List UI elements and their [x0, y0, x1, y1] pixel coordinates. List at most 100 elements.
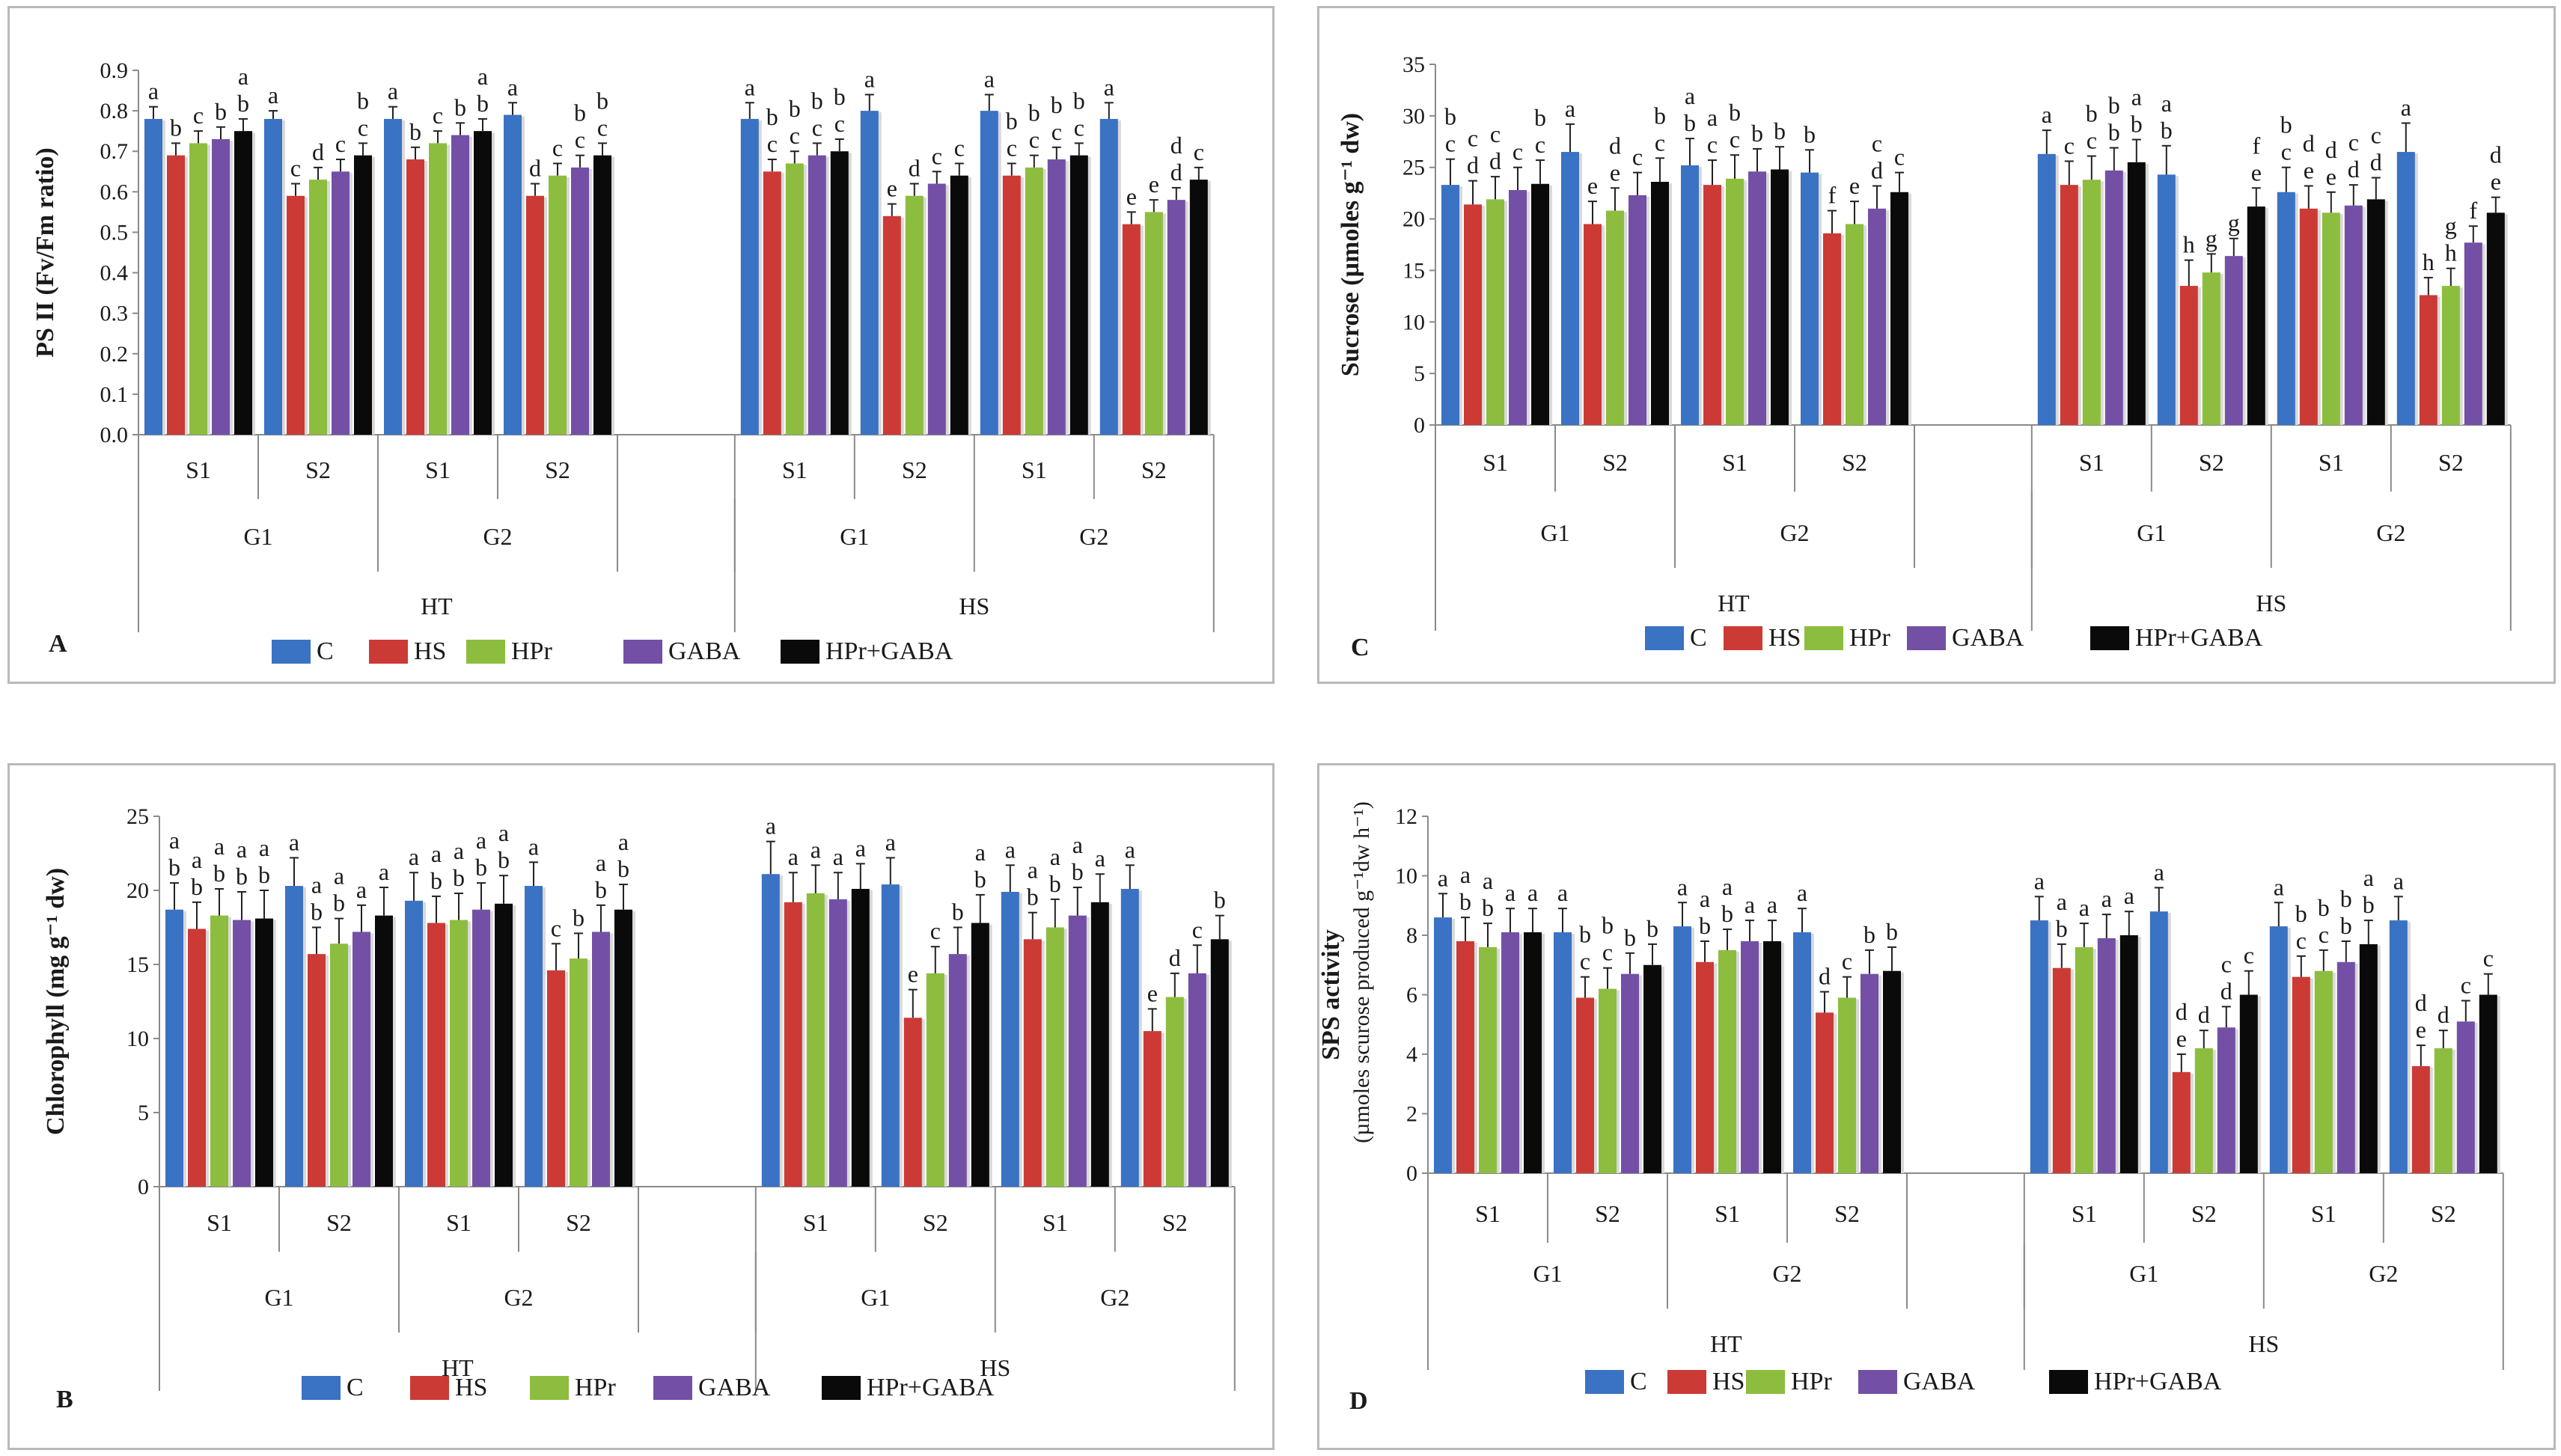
bar-hpr: [450, 920, 468, 1187]
legend-label: HPr+GABA: [867, 1374, 995, 1401]
genotype-label: G2: [1079, 523, 1108, 550]
significance-letter: b: [215, 98, 227, 125]
genotype-label: G2: [504, 1284, 533, 1311]
bar-gaba: [2097, 937, 2116, 1173]
significance-letter: c: [790, 122, 800, 149]
significance-letter: c: [1490, 120, 1501, 147]
significance-letter: b: [1721, 900, 1733, 927]
significance-letter: c: [932, 142, 942, 169]
significance-letter: b: [236, 863, 248, 890]
bar-c: [1001, 891, 1019, 1187]
significance-letter: a: [2393, 867, 2404, 894]
significance-letter: b: [168, 854, 180, 881]
significance-letter: d: [312, 138, 324, 165]
significance-letter: a: [2401, 94, 2411, 120]
panel-letter: A: [49, 630, 67, 658]
significance-letter: a: [1722, 873, 1733, 900]
significance-letter: c: [1513, 138, 1523, 165]
significance-letter: a: [833, 843, 843, 870]
panel-b: 0 5 10 15 20 25 Chlorophyll (mg g⁻¹ dw) b a b a b a b…: [7, 763, 1275, 1450]
significance-letter: c: [2064, 132, 2075, 159]
significance-letter: e: [1147, 979, 1158, 1006]
significance-letter: a: [788, 843, 799, 870]
significance-letter: a: [379, 858, 389, 885]
significance-letter: a: [1050, 843, 1060, 870]
y-tick-label: 10: [126, 1027, 149, 1051]
significance-letter: b: [2280, 111, 2292, 138]
significance-letter: a: [268, 82, 278, 108]
significance-letter: a: [1745, 891, 1755, 918]
significance-letter: c: [2296, 927, 2307, 954]
bar-hs: [547, 970, 565, 1187]
stage-label: S2: [545, 456, 570, 483]
significance-letter: c: [2319, 921, 2329, 948]
y-tick-label: 0: [1414, 413, 1425, 438]
legend-swatch: [1724, 626, 1762, 650]
significance-letter: d: [2325, 136, 2337, 163]
bar-gaba: [1501, 932, 1519, 1173]
significance-letter: b: [1072, 858, 1084, 885]
bar-gaba: [1188, 973, 1206, 1187]
bar-gaba: [808, 155, 826, 435]
y-tick-label: 20: [1402, 207, 1425, 232]
bar-hpr: [2194, 1048, 2213, 1173]
bar-gaba: [2217, 1027, 2235, 1173]
treatment-label: HT: [421, 593, 453, 620]
bar-hs: [882, 215, 901, 435]
significance-letter: e: [1610, 159, 1620, 186]
significance-letter: b: [1051, 91, 1063, 118]
bar-hs: [763, 171, 781, 435]
significance-letter: a: [984, 65, 995, 92]
significance-letter: d: [2438, 1001, 2449, 1028]
significance-letter: c: [335, 130, 346, 157]
bar-hs: [2299, 208, 2318, 425]
significance-letter: c: [433, 102, 443, 129]
significance-letter: c: [290, 155, 301, 182]
bar-gaba: [1047, 159, 1066, 435]
significance-letter: a: [259, 834, 269, 861]
significance-letter: c: [2371, 121, 2381, 148]
significance-letter: c: [597, 114, 608, 141]
significance-letter: a: [2161, 90, 2172, 117]
significance-letter: b: [595, 876, 607, 903]
bar-hpr-gaba: [2359, 943, 2378, 1173]
legend-swatch: [2090, 626, 2129, 650]
stage-label: S1: [425, 456, 451, 483]
legend-swatch: [410, 1376, 449, 1400]
significance-letter: g: [2445, 212, 2457, 239]
bar-c: [2030, 920, 2048, 1173]
bar-hpr-gaba: [1763, 940, 1781, 1173]
significance-letter: f: [2469, 197, 2477, 224]
significance-letter: b: [477, 90, 489, 117]
stage-label: S2: [2438, 449, 2464, 476]
y-tick-label: 0: [138, 1175, 149, 1199]
bar-hs: [1703, 185, 1721, 425]
bar-hs: [188, 929, 206, 1187]
bar-hpr: [1046, 927, 1064, 1187]
significance-letter: b: [1482, 894, 1494, 921]
significance-letter: a: [1104, 73, 1114, 100]
bar-c: [1801, 172, 1819, 425]
significance-letter: c: [1535, 131, 1545, 158]
genotype-label: G2: [2369, 1260, 2398, 1287]
significance-letter: b: [952, 899, 964, 926]
stage-label: S1: [2319, 449, 2344, 476]
bar-hs: [406, 159, 424, 435]
significance-letter: a: [1527, 879, 1538, 906]
bar-gaba: [1748, 171, 1766, 426]
significance-letter: b: [2056, 915, 2068, 942]
y-tick-label: 5: [1414, 361, 1425, 386]
significance-letter: c: [552, 134, 563, 161]
bar-hpr: [1606, 210, 1624, 425]
bar-c: [740, 118, 759, 435]
significance-letter: f: [1828, 182, 1837, 209]
significance-letter: b: [1579, 921, 1591, 948]
significance-letter: e: [1126, 183, 1137, 209]
significance-letter: c: [2221, 950, 2232, 977]
bar-c: [2269, 926, 2288, 1173]
y-tick-label: 25: [1402, 156, 1425, 180]
bar-gaba: [2104, 170, 2123, 426]
legend-swatch: [2049, 1370, 2088, 1394]
significance-letter: d: [2490, 141, 2502, 168]
significance-letter: c: [1194, 138, 1204, 165]
